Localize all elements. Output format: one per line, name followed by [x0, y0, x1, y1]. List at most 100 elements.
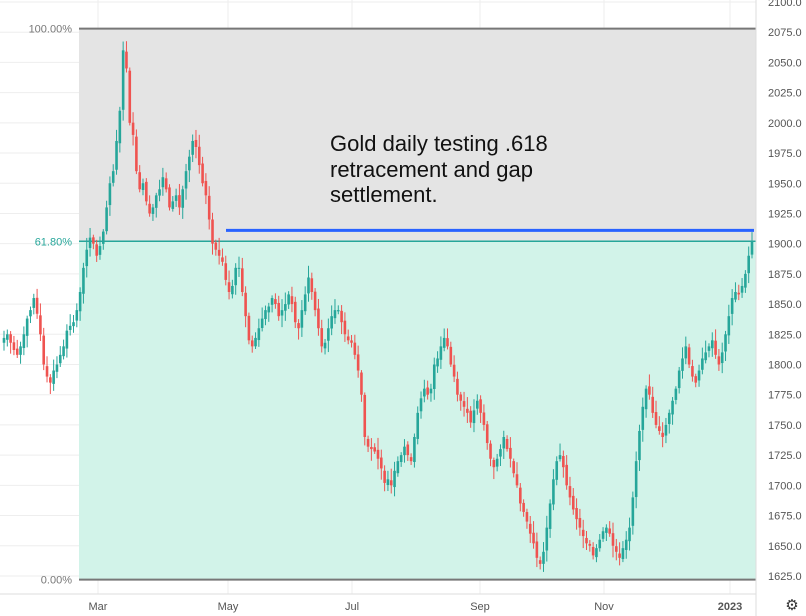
candle — [406, 441, 410, 461]
candle-body — [386, 479, 390, 486]
candle-body — [277, 302, 281, 317]
candle — [525, 508, 529, 529]
candle-body — [154, 195, 158, 208]
candle-body — [710, 340, 714, 349]
candle — [128, 67, 132, 126]
candle-body — [724, 334, 727, 352]
candle — [687, 343, 691, 369]
annotation-text[interactable]: Gold daily testing .618 retracement and … — [330, 131, 548, 207]
candle — [701, 347, 704, 375]
candle-body — [373, 447, 376, 452]
candle-body — [293, 301, 297, 323]
candle — [601, 527, 605, 542]
candle-body — [131, 122, 135, 135]
candle — [575, 498, 578, 530]
candle — [78, 287, 82, 321]
candle — [2, 330, 6, 351]
candle-body — [482, 412, 486, 425]
candle — [350, 335, 353, 348]
candle — [568, 476, 572, 506]
candle-body — [618, 553, 621, 558]
candle — [346, 329, 350, 345]
candle — [469, 406, 472, 428]
candle-body — [247, 315, 251, 341]
candle — [95, 239, 98, 262]
candle — [72, 314, 75, 333]
candle — [677, 366, 681, 394]
candle — [287, 291, 290, 309]
candle-body — [184, 171, 188, 189]
gear-icon[interactable]: ⚙ — [785, 597, 799, 614]
candle-body — [664, 424, 668, 436]
price-tick-label: 1875.0 — [768, 269, 802, 281]
candle-body — [336, 310, 340, 312]
price-tick-label: 1825.0 — [768, 329, 802, 341]
candle — [35, 288, 39, 319]
candle-body — [135, 136, 138, 172]
candle-body — [393, 470, 396, 488]
candle-body — [141, 183, 145, 190]
candle — [479, 395, 482, 423]
candle-body — [260, 318, 264, 328]
candle-body — [111, 171, 115, 183]
price-axis[interactable]: 2100.0 2075.0 2050.0 2025.0 2000.0 1975.0 1950… — [768, 0, 802, 583]
candle — [204, 173, 208, 205]
candle — [58, 346, 62, 367]
candle — [370, 438, 373, 461]
candle-body — [505, 438, 509, 450]
candle-body — [267, 306, 271, 313]
candle — [495, 453, 499, 472]
candle-body — [522, 502, 525, 512]
candle — [115, 129, 118, 175]
candle — [740, 278, 744, 298]
candle — [267, 302, 271, 322]
candle — [522, 499, 525, 517]
candle — [125, 41, 128, 73]
time-tick-label: Nov — [594, 601, 614, 613]
candle-body — [697, 370, 701, 381]
candle-body — [58, 354, 62, 364]
candle — [254, 332, 257, 350]
candle — [284, 292, 287, 321]
candle-body — [29, 310, 32, 317]
candle-body — [88, 237, 92, 248]
candle — [446, 328, 449, 350]
candle-body — [439, 346, 443, 360]
candle-body — [552, 479, 555, 505]
candle — [62, 339, 65, 360]
price-tick-label: 1775.0 — [768, 390, 802, 402]
time-axis[interactable]: Mar May Jul Sep Nov 2023 — [89, 601, 743, 613]
candle-body — [370, 446, 373, 450]
candle-body — [49, 377, 52, 383]
candle-body — [207, 195, 211, 220]
candle — [542, 542, 545, 572]
candle-body — [310, 278, 314, 292]
candle-body — [65, 330, 69, 349]
candle — [383, 465, 386, 492]
candle — [22, 326, 26, 356]
candle — [634, 451, 638, 509]
candle — [456, 371, 459, 402]
candle — [65, 324, 69, 358]
candle-body — [578, 517, 582, 528]
candle-body — [701, 358, 704, 370]
candle-body — [419, 398, 423, 412]
candle — [39, 303, 42, 342]
candle — [181, 185, 185, 219]
candle-body — [499, 449, 502, 457]
candle-body — [456, 378, 459, 395]
candle — [98, 236, 102, 260]
candle — [366, 435, 370, 453]
candle-body — [19, 346, 22, 355]
candle — [211, 212, 214, 255]
candle-body — [492, 460, 496, 468]
candle — [386, 470, 390, 492]
candle — [644, 385, 648, 418]
candle-body — [608, 528, 611, 534]
candle-body — [201, 163, 204, 184]
candle — [631, 491, 635, 535]
candle — [15, 339, 19, 358]
candle — [320, 319, 324, 353]
candle — [221, 248, 224, 266]
